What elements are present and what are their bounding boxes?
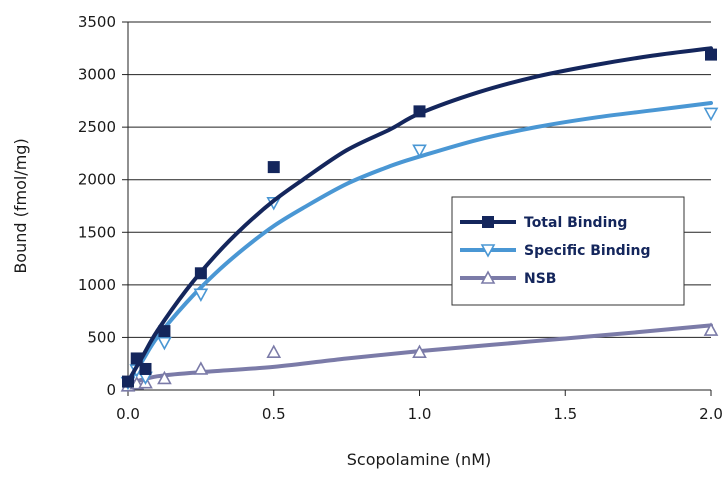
x-axis-title: Scopolamine (nM) — [347, 450, 491, 469]
data-point — [158, 325, 171, 338]
data-point — [705, 48, 717, 61]
legend-marker-total-binding — [482, 216, 494, 228]
y-tick-label: 2500 — [78, 118, 116, 136]
y-tick-label: 500 — [87, 328, 116, 346]
data-point — [703, 107, 719, 122]
fit-line-nsb — [126, 323, 713, 386]
data-point — [139, 362, 152, 375]
axes — [127, 22, 711, 391]
x-tick-label: 0.5 — [262, 405, 286, 423]
x-tick-label: 1.5 — [553, 405, 577, 423]
data-point — [412, 144, 427, 158]
tick-labels: 0 500 1000 1500 2000 2500 3000 3500 0.0 0.5 1.0 1.5… — [78, 13, 723, 423]
data-point — [412, 344, 427, 358]
legend-label-specific-binding: Specific Binding — [524, 243, 651, 259]
data-point — [157, 336, 172, 351]
legend-label-nsb: NSB — [524, 271, 556, 287]
data-point — [130, 352, 143, 365]
y-tick-label: 1500 — [78, 223, 116, 241]
x-tick-label: 1.0 — [408, 405, 432, 423]
y-tick-label: 0 — [106, 381, 116, 399]
gridlines — [122, 21, 712, 396]
legend-marker-specific-binding — [480, 244, 496, 258]
y-tick-label: 3500 — [78, 13, 116, 31]
fit-line-total-binding — [126, 46, 713, 384]
series-total-binding — [122, 46, 717, 388]
data-point — [266, 344, 282, 358]
data-point — [157, 370, 172, 385]
data-point — [122, 375, 134, 388]
fit-line-specific-binding — [126, 100, 713, 386]
legend-label-total-binding: Total Binding — [524, 215, 627, 231]
y-tick-label: 1000 — [78, 276, 116, 294]
data-point — [193, 361, 209, 375]
data-point — [193, 288, 209, 302]
series-layer — [120, 46, 719, 392]
x-tick-label: 2.0 — [699, 405, 723, 423]
data-point — [267, 161, 280, 174]
legend-marker-nsb — [480, 270, 496, 284]
x-tick-label: 0.0 — [116, 405, 140, 423]
legend: Total Binding Specific Binding NSB — [451, 196, 685, 306]
data-point — [194, 267, 207, 280]
data-point — [413, 105, 426, 118]
y-tick-label: 3000 — [78, 66, 116, 84]
y-tick-label: 2000 — [78, 171, 116, 189]
series-nsb — [120, 322, 719, 392]
data-point — [703, 322, 719, 336]
y-axis-title: Bound (fmol/mg) — [11, 138, 30, 273]
